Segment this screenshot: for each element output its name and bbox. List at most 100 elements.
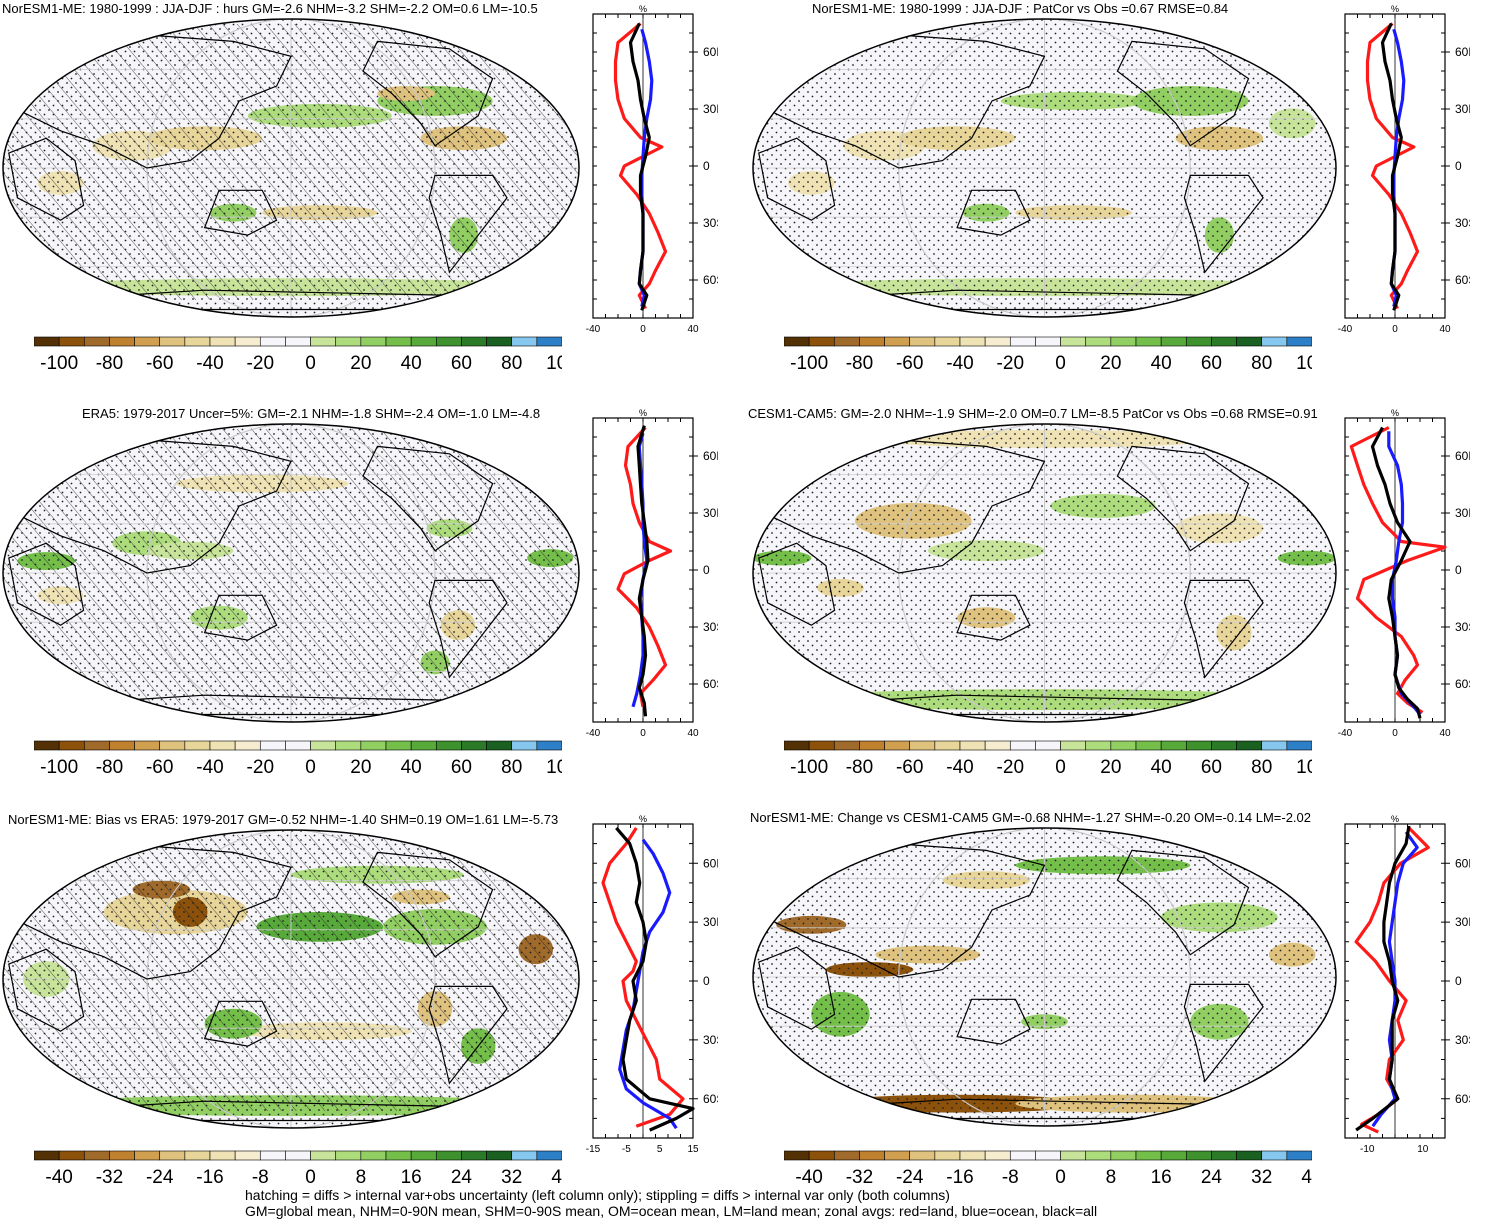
world-map [752,423,1337,723]
colorbar-swatch [160,337,185,346]
colorbar-label: 0 [305,1167,316,1188]
colorbar-label: 24 [451,1167,473,1188]
colorbar-label: 80 [1251,353,1272,374]
colorbar-label: 100 [1296,757,1312,778]
colorbar-swatch [1061,741,1086,750]
colorbar-swatch [1111,1151,1136,1160]
panel-title: NorESM1-ME: Change vs CESM1-CAM5 GM=-0.6… [750,810,1311,825]
x-tick-label: -40 [1338,324,1353,335]
colorbar-swatch [935,1151,960,1160]
colorbar-swatch [1211,741,1236,750]
colorbar-swatch [59,741,84,750]
colorbar-label: -60 [146,353,173,374]
colorbar-swatch [185,337,210,346]
colorbar-label: 80 [501,757,522,778]
colorbar-label: 0 [305,353,316,374]
colorbar-swatch [1287,741,1312,750]
lat-tick-label: 0 [703,974,710,988]
colorbar-swatch [1186,337,1211,346]
colorbar-swatch [1211,337,1236,346]
colorbar-label: -32 [846,1167,873,1188]
colorbar-label: 40 [401,353,422,374]
colorbar-swatch [1262,741,1287,750]
colorbar-label: -100 [40,757,78,778]
colorbar-label: -16 [946,1167,973,1188]
colorbar-swatch [311,1151,336,1160]
colorbar-swatch [1010,741,1035,750]
colorbar-swatch [210,337,235,346]
zonal-axis-label: % [639,408,647,418]
colorbar-swatch [436,1151,461,1160]
world-map [2,18,580,318]
colorbar-swatch [885,1151,910,1160]
colorbar-swatch [487,337,512,346]
colorbar-swatch [34,741,59,750]
lat-tick-label: 60S [703,677,718,691]
lat-tick-label: 60S [1455,677,1470,691]
colorbar-label: 60 [451,353,472,374]
panel-title: NorESM1-ME: 1980-1999 : JJA-DJF : PatCor… [812,1,1228,16]
colorbar: -100-80-60-40-20020406080100 [34,336,562,376]
colorbar-swatch [985,1151,1010,1160]
panel-title: NorESM1-ME: 1980-1999 : JJA-DJF : hurs G… [2,1,538,16]
colorbar-label: -40 [946,757,973,778]
lat-tick-label: 30S [703,620,718,634]
colorbar-swatch [1287,1151,1312,1160]
colorbar-swatch [487,1151,512,1160]
colorbar-swatch [1262,1151,1287,1160]
world-map [2,829,580,1129]
lat-tick-label: 60S [703,273,718,287]
panel-title: ERA5: 1979-2017 Uncer=5%: GM=-2.1 NHM=-1… [82,406,540,421]
colorbar-swatch [311,337,336,346]
colorbar-label: -40 [45,1167,72,1188]
world-map [752,827,1337,1127]
colorbar-swatch [487,741,512,750]
colorbar-swatch [809,1151,834,1160]
colorbar-swatch [910,741,935,750]
colorbar-swatch [411,1151,436,1160]
colorbar-label: -100 [40,353,78,374]
colorbar-swatch [512,1151,537,1160]
colorbar-swatch [361,741,386,750]
zonal-axis-label: % [1391,4,1399,14]
colorbar-swatch [109,741,134,750]
colorbar-swatch [235,741,260,750]
colorbar-swatch [386,741,411,750]
x-tick-label: 0 [1392,324,1398,335]
colorbar-swatch [537,1151,562,1160]
lat-tick-label: 30S [1455,1033,1470,1047]
x-tick-label: -10 [1360,1144,1375,1155]
colorbar-swatch [985,337,1010,346]
colorbar-swatch [512,337,537,346]
colorbar-swatch [336,337,361,346]
colorbar-swatch [1262,337,1287,346]
colorbar-swatch [411,741,436,750]
colorbar-swatch [1287,337,1312,346]
colorbar-swatch [1237,1151,1262,1160]
colorbar-swatch [1136,741,1161,750]
colorbar-label: -40 [196,757,223,778]
colorbar-swatch [185,741,210,750]
colorbar-label: 100 [546,353,562,374]
colorbar-swatch [109,337,134,346]
colorbar-label: -32 [96,1167,123,1188]
colorbar-label: 20 [1100,353,1121,374]
colorbar-swatch [834,1151,859,1160]
colorbar-swatch [210,741,235,750]
x-tick-label: 0 [640,324,646,335]
colorbar-label: -20 [247,757,274,778]
lat-tick-label: 30S [1455,216,1470,230]
lat-tick-label: 60S [1455,273,1470,287]
colorbar-swatch [1086,337,1111,346]
lat-tick-label: 30N [1455,915,1470,929]
zonal-all-line [1383,24,1402,311]
colorbar-label: 16 [401,1167,422,1188]
colorbar-swatch [859,337,884,346]
colorbar-swatch [411,337,436,346]
colorbar-swatch [960,1151,985,1160]
colorbar-swatch [386,337,411,346]
